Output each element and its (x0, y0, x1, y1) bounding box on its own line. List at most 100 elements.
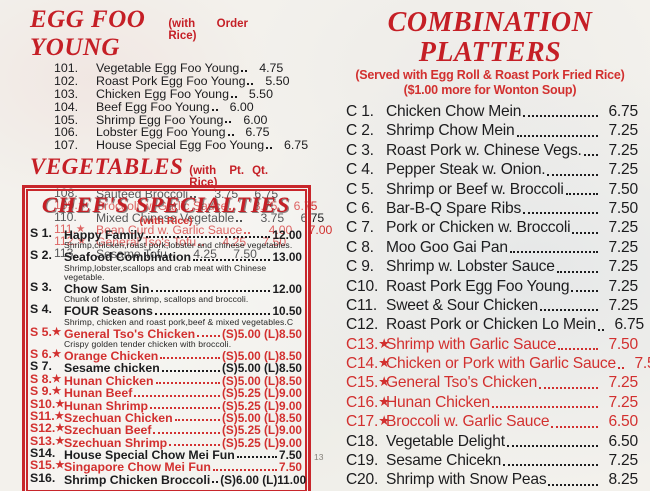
item-number: C 7.★ (346, 219, 374, 237)
dot-leader (506, 445, 598, 448)
dot-leader (523, 212, 598, 215)
item-name: General Tso's Chicken (386, 374, 538, 392)
menu-item: S 2.★ Seafood Combination 13.00 Shrimp,l… (30, 249, 302, 281)
item-price: (S)5.00 (L)8.50 (222, 410, 302, 425)
dot-leader (509, 251, 598, 254)
item-number: S 3.★ (30, 279, 52, 294)
menu-item: S10.★ Hunan Shrimp (S)5.25 (L)9.00 (30, 397, 302, 413)
dot-leader (169, 444, 220, 447)
item-number: C 1.★ (346, 102, 374, 120)
menu-item-row: 109.★ Broccoli w. Garlic Sauce 3.75 6.75 (54, 198, 317, 213)
dot-leader (190, 196, 197, 199)
star-icon: ★ (77, 200, 88, 212)
item-description: Chunk of lobster, shrimp, scallops and b… (64, 294, 249, 305)
dot-leader (197, 334, 220, 337)
item-price: 7.25 (608, 141, 638, 159)
menu-item-row: C 2.★ Shrimp Chow Mein 7.25 (346, 121, 638, 140)
section-subtitle: (with Rice) (139, 215, 193, 227)
item-number: S 7.★ (30, 359, 52, 374)
item-name: Chicken Egg Foo Young (96, 86, 229, 101)
dot-leader (516, 134, 598, 137)
dot-leader (212, 481, 219, 484)
menu-item-row: C15.★ General Tso's Chicken 7.25 (346, 373, 638, 392)
dot-leader (540, 309, 598, 312)
item-number: C15.★ (346, 374, 390, 392)
item-price: 7.25 (608, 393, 638, 411)
item-description: Shrimp, chicken and roast pork,beef & mi… (64, 316, 294, 327)
menu-item-row: 108.★ Sauteed Broccoli 3.75 6.75 (54, 187, 278, 201)
column-label-order: Order (216, 18, 248, 30)
menu-item-row: S 3.★ Chow Sam Sin 12.00 (30, 279, 302, 296)
dot-leader (161, 369, 220, 372)
menu-item: S 7.★ Sesame chicken (S)5.00 (L)8.50 (30, 359, 302, 375)
section-egg-foo-young: EGG FOO YOUNG (with Rice) Order 101. Veg… (30, 6, 308, 153)
dot-leader (151, 290, 271, 293)
menu-item: S16.★ Shrimp Chicken Broccoli (S)6.00 (L… (30, 472, 306, 487)
item-name: House Special Chow Mei Fun (64, 448, 235, 463)
menu-item-row: C 1.★ Chicken Chow Mein 6.75 (346, 102, 638, 121)
menu-item: S 4.★ FOUR Seasons 10.50 Shrimp, chicken… (30, 303, 302, 327)
dot-leader (193, 258, 271, 261)
menu-item-row: S 2.★ Seafood Combination 13.00 (30, 249, 302, 264)
item-name: Roast Pork Egg Foo Young (386, 277, 570, 295)
star-icon: ★ (51, 348, 62, 360)
item-price-quart: 7.00 (308, 222, 333, 237)
item-number: C17.★ (346, 413, 390, 431)
item-number: 111.★ (54, 221, 86, 236)
section-title: EGG FOO YOUNG (30, 6, 146, 61)
star-icon: ★ (378, 374, 390, 390)
item-price: 7.50 (608, 180, 638, 198)
menu-item-row: C 6.★ Bar-B-Q Spare Ribs 7.50 (346, 199, 638, 218)
item-number: 109.★ (54, 198, 88, 213)
item-price: 6.75 (245, 125, 270, 140)
item-number: 107. (54, 138, 79, 153)
item-name: Shrimp Chow Mein (386, 122, 515, 140)
dot-leader (583, 154, 598, 157)
menu-item-row: C20.★ Shrimp with Snow Peas 8.25 (346, 470, 638, 489)
page-number: 13 (314, 452, 324, 462)
dot-leader (155, 382, 220, 385)
item-price: 7.25 (608, 452, 638, 470)
item-number: S 5.★ (30, 324, 62, 339)
menu-item-row: S 8.★ Hunan Chicken (S)5.00 (L)8.50 (30, 373, 302, 388)
menu-item-row: 102. Roast Pork Egg Foo Young 5.50 (54, 74, 289, 88)
item-price: 8.25 (608, 471, 638, 489)
item-number: C19.★ (346, 452, 379, 470)
item-price: (S)5.00 (L)8.50 (222, 348, 302, 363)
menu-item-row: C11.★ Sweet & Sour Chicken 7.25 (346, 296, 638, 315)
item-name: Mixed Chinese Vegetable (96, 211, 235, 225)
item-price: 7.50 (608, 199, 638, 217)
menu-item-row: S11.★ Szechuan Chicken (S)5.00 (L)8.50 (30, 408, 302, 425)
menu-item-row: S 5.★ General Tso's Chicken (S)5.00 (L)8… (30, 324, 302, 340)
section-vegetables: VEGETABLES (with Rice) Pt. Qt. 108.★ Sau… (30, 154, 332, 260)
menu-item-row: C 3.★ Roast Pork w. Chinese Vegs. 7.25 (346, 141, 638, 160)
item-price: (S)5.25 (L)9.00 (222, 423, 302, 438)
dot-leader (547, 173, 598, 176)
item-price: 7.50 (279, 448, 302, 463)
item-name: Shrimp with Garlic Sauce (386, 335, 557, 353)
item-number: C10.★ (346, 277, 379, 295)
item-name: Shrimp with Snow Peas (386, 471, 547, 489)
item-name: Hunan Shrimp (64, 398, 149, 413)
item-name: Pork or Chicken w. Broccoli (386, 219, 571, 237)
item-name: Singapore Chow Mei Fun (64, 460, 211, 475)
dot-leader (548, 483, 598, 486)
menu-item: S 1.★ Happy Family 12.00 Shrimp,chicken,… (30, 227, 302, 250)
item-price-quart: 6.75 (254, 187, 279, 202)
menu-item-row: 103. Chicken Egg Foo Young 5.50 (54, 86, 273, 101)
item-price-quart: 7.50 (262, 234, 287, 249)
item-number: S13.★ (30, 433, 65, 448)
item-name: Pepper Steak w. Onion. (386, 161, 546, 179)
star-icon: ★ (54, 410, 64, 422)
dot-leader (150, 406, 220, 409)
item-price: (S)5.25 (L)9.00 (222, 386, 302, 401)
dot-leader (565, 192, 598, 195)
menu-item-row: S12.★ Szechuan Beef (S)5.25 (L)9.00 (30, 422, 302, 438)
item-number: S11.★ (30, 408, 64, 423)
menu-item: S 3.★ Chow Sam Sin 12.00 Chunk of lobste… (30, 279, 302, 305)
item-price: 7.25 (608, 219, 638, 237)
section-title: COMBINATION PLATTERS (387, 7, 593, 68)
item-price: 5.50 (248, 86, 273, 101)
item-price-quart: 7.50 (233, 246, 257, 261)
